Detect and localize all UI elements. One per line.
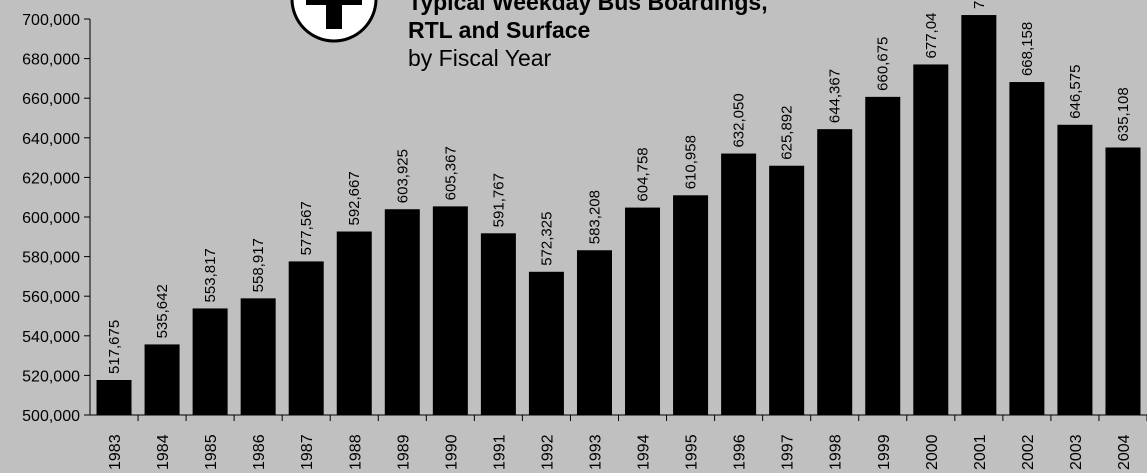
bar-value-label: 635,108 <box>1115 87 1132 141</box>
bar-value-label: 577,567 <box>298 201 315 255</box>
bar <box>625 207 661 415</box>
bar-value-label: 517,675 <box>106 320 123 374</box>
bar-value-label: 625,892 <box>779 105 796 159</box>
x-tick-label: 1991 <box>491 434 508 470</box>
bar-value-label: 668,158 <box>1019 22 1036 76</box>
x-tick-label: 1998 <box>828 434 845 470</box>
bar <box>336 231 372 415</box>
bar <box>1105 147 1141 416</box>
x-tick-label: 1987 <box>299 434 316 470</box>
bar <box>144 344 180 415</box>
bar-value-label: 644,367 <box>827 69 844 123</box>
bar-value-label: 660,675 <box>875 37 892 91</box>
x-tick-label: 1992 <box>539 434 556 470</box>
chart-subtitle: by Fiscal Year <box>408 45 552 71</box>
x-tick-label: 1985 <box>203 434 220 470</box>
y-tick-label: 700,000 <box>22 12 80 29</box>
bar-value-label: 572,325 <box>538 212 555 266</box>
y-tick-label: 640,000 <box>22 131 80 148</box>
bar <box>769 165 805 415</box>
y-tick-label: 580,000 <box>22 250 80 267</box>
bar-value-label: 583,208 <box>586 190 603 244</box>
x-tick-label: 1995 <box>684 434 701 470</box>
bar <box>432 206 468 415</box>
bar-value-label: 604,758 <box>635 147 652 201</box>
bar-value-label: 646,575 <box>1067 65 1084 119</box>
bar <box>240 298 276 415</box>
bar <box>192 308 228 415</box>
bar <box>721 153 757 415</box>
bar <box>528 271 564 415</box>
bar-value-label: 535,642 <box>154 284 171 338</box>
x-tick-label: 2003 <box>1068 434 1085 470</box>
bar <box>384 209 420 415</box>
x-tick-label: 2001 <box>972 434 989 470</box>
x-tick-label: 1988 <box>347 434 364 470</box>
bar <box>1057 124 1093 416</box>
bar-value-label: 558,917 <box>250 238 267 292</box>
bar <box>961 15 997 415</box>
x-tick-label: 1984 <box>155 434 172 470</box>
bar-value-label: 591,767 <box>490 173 507 227</box>
y-axis: 500,000 520,000 540,000 560,000 580,000 600,0… <box>22 12 91 425</box>
x-tick-label: 1993 <box>587 434 604 470</box>
bar-value-label: 553,817 <box>202 248 219 302</box>
y-tick-label: 680,000 <box>22 52 80 69</box>
bar <box>865 96 901 416</box>
x-tick-label: 2002 <box>1020 434 1037 470</box>
y-tick-label: 600,000 <box>22 210 80 227</box>
x-tick-label: 1986 <box>251 434 268 470</box>
bar <box>96 380 132 415</box>
bars-group: 517,675 535,642 553,817 558,917 577,567 592,6… <box>96 1 1141 416</box>
chart-title-line-1: Typical Weekday Bus Boardings, <box>408 0 768 15</box>
cross-logo-icon <box>290 0 378 43</box>
bar-value-label: 7 <box>971 1 988 9</box>
bar <box>817 129 853 416</box>
x-tick-label: 2000 <box>924 434 941 470</box>
bar-value-label: 677,04 <box>923 13 940 59</box>
x-tick-label: 1996 <box>732 434 749 470</box>
bar <box>913 64 949 415</box>
bar <box>288 261 324 415</box>
bar <box>480 233 516 415</box>
x-tick-label: 2004 <box>1116 434 1133 470</box>
bar <box>576 250 612 415</box>
chart-title-line-2: RTL and Surface <box>408 17 591 43</box>
x-tick-label: 1997 <box>780 434 797 470</box>
x-tick-label: 1990 <box>443 434 460 470</box>
y-tick-label: 520,000 <box>22 368 80 385</box>
y-tick-label: 500,000 <box>22 408 80 425</box>
bar-value-label: 632,050 <box>731 93 748 147</box>
bar-value-label: 605,367 <box>442 146 459 200</box>
y-tick-label: 660,000 <box>22 91 80 108</box>
bar-value-label: 610,958 <box>683 135 700 189</box>
chart-title-block: Typical Weekday Bus Boardings, RTL and S… <box>408 0 768 72</box>
x-tick-label: 1994 <box>636 434 653 470</box>
bar-value-label: 603,925 <box>394 149 411 203</box>
y-tick-label: 540,000 <box>22 329 80 346</box>
bar <box>673 195 709 415</box>
x-axis: 1983 1984 1985 1986 1987 1988 1989 1990 1991 1992… <box>90 414 1147 470</box>
x-tick-label: 1999 <box>876 434 893 470</box>
bar-value-label: 592,667 <box>346 171 363 225</box>
y-tick-label: 620,000 <box>22 170 80 187</box>
x-tick-label: 1989 <box>395 434 412 470</box>
bar <box>1009 82 1045 416</box>
x-tick-label: 1983 <box>107 434 124 470</box>
y-tick-label: 560,000 <box>22 289 80 306</box>
